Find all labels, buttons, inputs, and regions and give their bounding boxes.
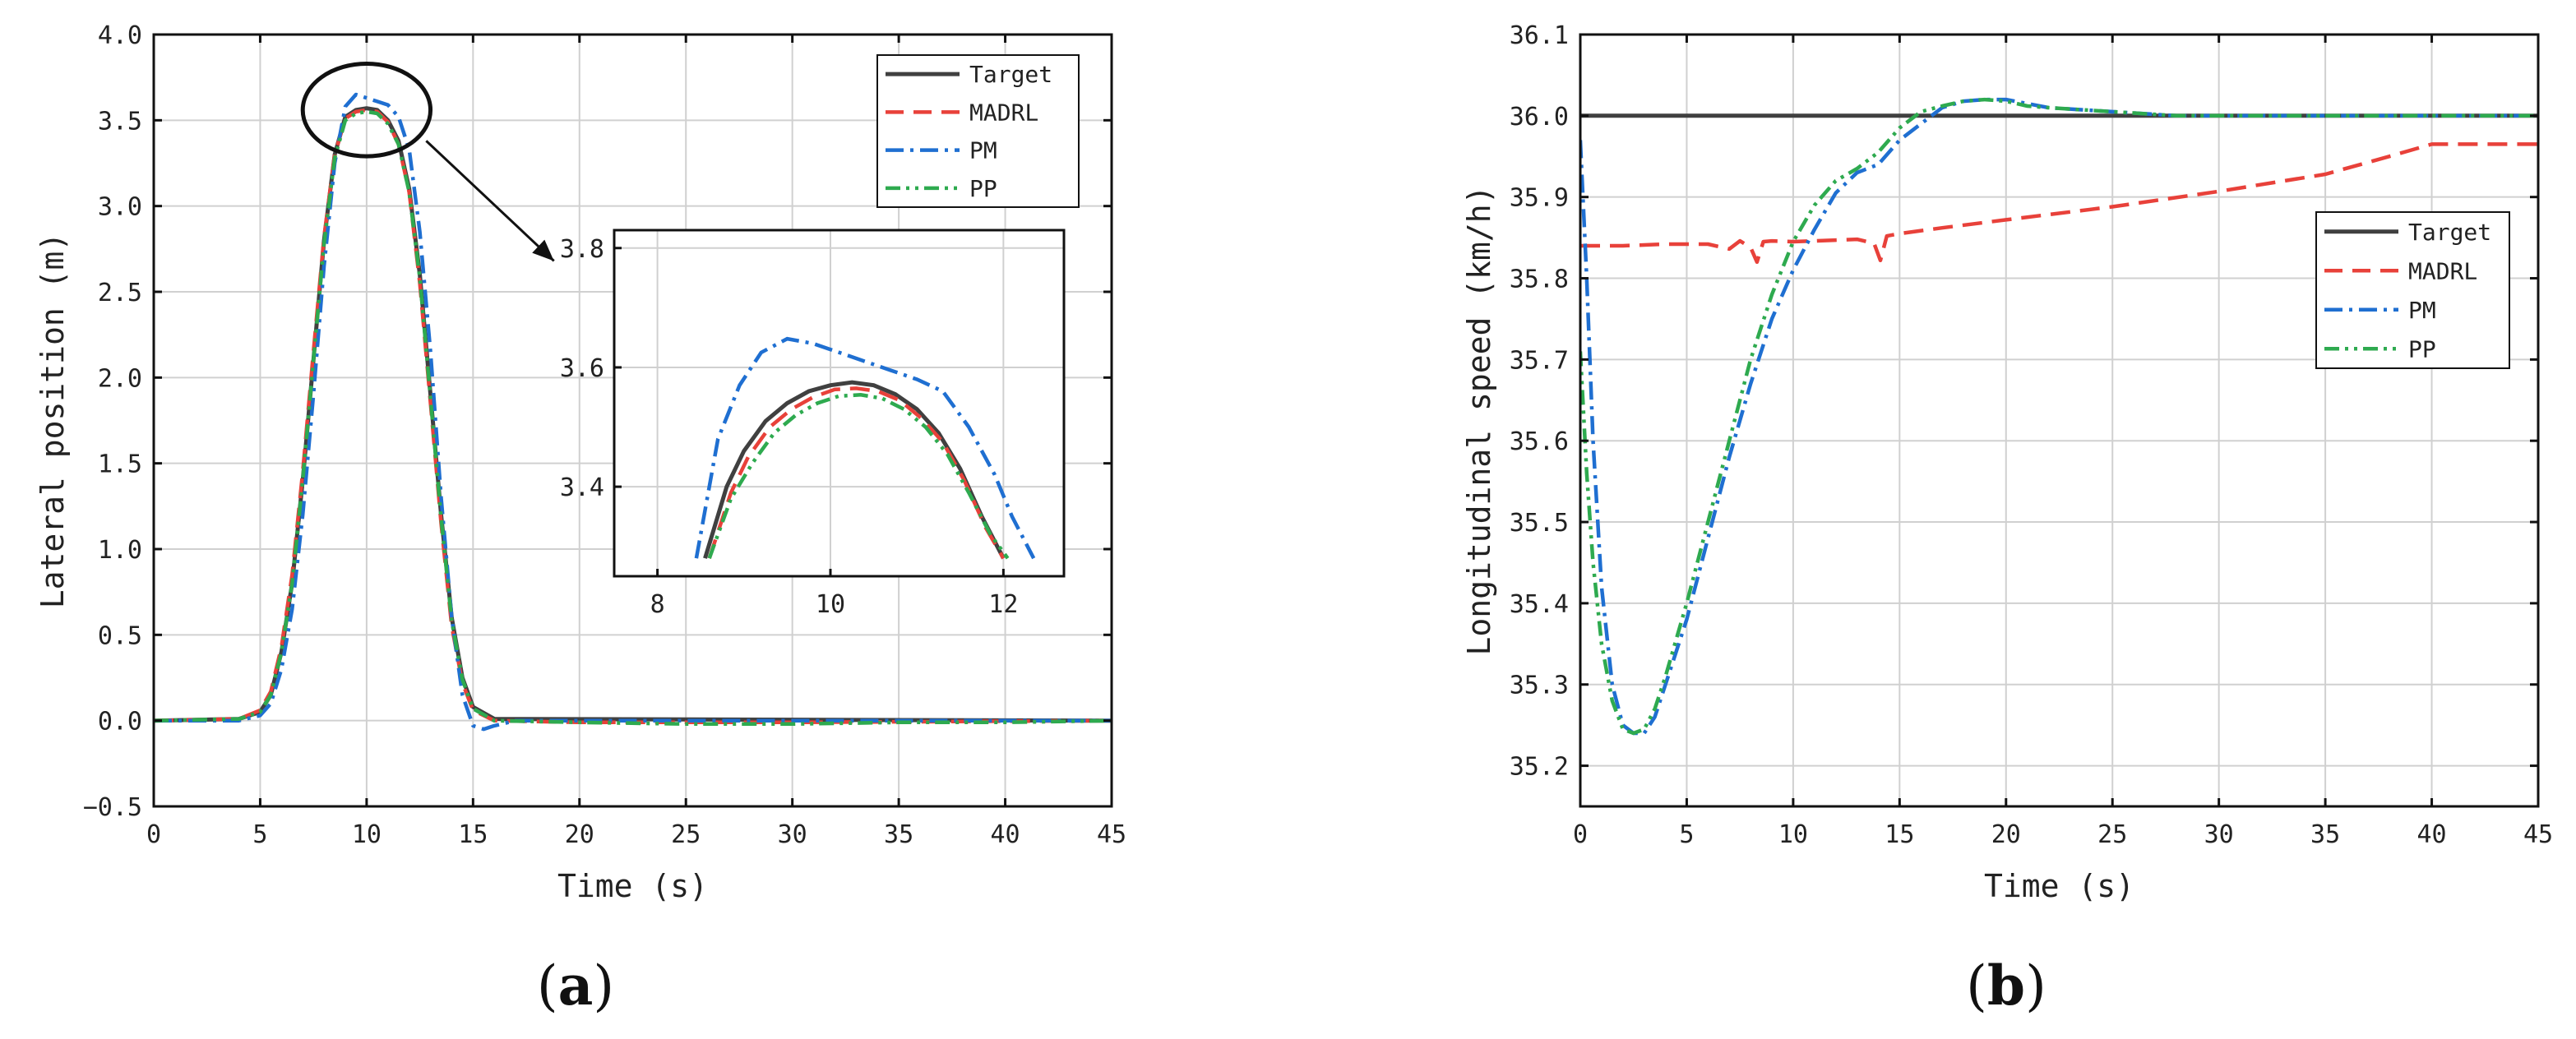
y-tick-label: 0.0 bbox=[98, 708, 142, 737]
y-tick-label: 35.3 bbox=[1510, 672, 1569, 700]
x-tick-label: 15 bbox=[1885, 820, 1914, 849]
plot-frame bbox=[1579, 33, 2540, 808]
inset-chart: 8 10 12 3.4 3.6 3.8 bbox=[560, 229, 1066, 619]
plot-frame bbox=[152, 33, 1113, 808]
legend-label-pp: PP bbox=[969, 175, 997, 202]
legend-box bbox=[876, 54, 1080, 208]
x-tick-label: 45 bbox=[2523, 820, 2553, 849]
inset-y-tick-label: 3.6 bbox=[560, 354, 604, 383]
series-group bbox=[154, 92, 1112, 732]
legend-label-madrl: MADRL bbox=[2408, 257, 2477, 284]
x-tick-label: 25 bbox=[671, 820, 701, 849]
y-tick-label: 1.5 bbox=[98, 450, 142, 479]
inset-x-tick-label: 12 bbox=[988, 590, 1018, 619]
y-tick-label: 36.0 bbox=[1510, 103, 1569, 132]
series-line-pp bbox=[1580, 97, 2538, 736]
y-tick-label: 35.4 bbox=[1510, 590, 1569, 619]
x-tick-label: 20 bbox=[1991, 820, 2021, 849]
zoom-arrow-line bbox=[425, 140, 555, 262]
series-line-pm bbox=[154, 92, 1112, 732]
x-tick-label: 45 bbox=[1097, 820, 1126, 849]
inset-series-line-madrl bbox=[707, 386, 1006, 560]
inset-y-tick-label: 3.4 bbox=[560, 473, 604, 502]
x-tick-label: 35 bbox=[2310, 820, 2340, 849]
x-tick-label: 0 bbox=[1573, 820, 1588, 849]
x-axis-label: Time (s) bbox=[557, 868, 708, 904]
x-tick-label: 10 bbox=[1778, 820, 1808, 849]
x-tick-label: 40 bbox=[2416, 820, 2446, 849]
x-tick-label: 35 bbox=[884, 820, 913, 849]
y-tick-label: 0.5 bbox=[98, 621, 142, 650]
y-axis-label: Lateral position (m) bbox=[35, 233, 71, 609]
y-tick-label: 35.9 bbox=[1510, 184, 1569, 213]
x-tick-label: 5 bbox=[252, 820, 267, 849]
chart-a-lateral-position: 0 5 10 15 20 25 30 35 40 45 −0.5 0.0 0.5 1.0 1.5 2.0 2.5… bbox=[35, 21, 1126, 904]
legend-label-pm: PM bbox=[969, 137, 997, 164]
inset-series-line-pm bbox=[694, 336, 1036, 560]
inset-frame bbox=[613, 229, 1066, 578]
x-tick-label: 30 bbox=[778, 820, 807, 849]
panel-label-b: (b) bbox=[1966, 954, 2046, 1018]
series-line-pp bbox=[154, 109, 1112, 727]
x-tick-label: 10 bbox=[352, 820, 382, 849]
y-tick-label: 1.0 bbox=[98, 536, 142, 565]
inset-x-tick-label: 10 bbox=[816, 590, 845, 619]
legend-label-madrl: MADRL bbox=[969, 99, 1038, 126]
y-tick-label: 2.5 bbox=[98, 279, 142, 307]
y-tick-label: −0.5 bbox=[83, 793, 142, 822]
legend-label-pm: PM bbox=[2408, 297, 2436, 324]
inset-series-group bbox=[694, 336, 1036, 560]
y-tick-label: 3.0 bbox=[98, 193, 142, 222]
zoom-arrow-head bbox=[532, 239, 554, 261]
x-tick-label: 15 bbox=[458, 820, 488, 849]
plot-area bbox=[1580, 35, 2538, 806]
y-tick-label: 4.0 bbox=[98, 21, 142, 50]
y-tick-label: 35.2 bbox=[1510, 753, 1569, 782]
x-tick-label: 5 bbox=[1679, 820, 1694, 849]
legend: Target MADRL PM PP bbox=[876, 54, 1080, 208]
legend: Target MADRL PM PP bbox=[2315, 211, 2510, 369]
series-line-madrl bbox=[1580, 142, 2538, 265]
legend-label-target: Target bbox=[2408, 219, 2491, 246]
series-line-pm bbox=[1580, 97, 2538, 736]
zoom-ellipse bbox=[300, 61, 433, 159]
inset-series-line-pp bbox=[707, 393, 1010, 560]
y-tick-label: 36.1 bbox=[1510, 21, 1569, 50]
legend-label-target: Target bbox=[969, 61, 1052, 88]
inset-plot-area bbox=[614, 230, 1064, 576]
x-tick-label: 40 bbox=[990, 820, 1020, 849]
x-tick-label: 30 bbox=[2204, 820, 2234, 849]
y-axis-label: Longitudinal speed (km/h) bbox=[1461, 186, 1497, 656]
panel-label-a: (a) bbox=[537, 954, 614, 1018]
y-tick-label: 2.0 bbox=[98, 364, 142, 393]
x-axis-label: Time (s) bbox=[1984, 868, 2134, 904]
series-group bbox=[1580, 97, 2538, 736]
y-tick-label: 35.8 bbox=[1510, 266, 1569, 294]
y-tick-label: 35.5 bbox=[1510, 509, 1569, 538]
y-tick-label: 35.6 bbox=[1510, 427, 1569, 456]
chart-b-longitudinal-speed: 0 5 10 15 20 25 30 35 40 45 35.2 35.3 35.4 35.5 35.6 35… bbox=[1461, 21, 2553, 904]
inset-y-tick-label: 3.8 bbox=[560, 235, 604, 264]
y-tick-label: 3.5 bbox=[98, 107, 142, 136]
y-tick-label: 35.7 bbox=[1510, 346, 1569, 375]
legend-label-pp: PP bbox=[2408, 335, 2436, 362]
legend-box bbox=[2315, 211, 2510, 369]
x-tick-label: 20 bbox=[565, 820, 594, 849]
x-tick-label: 25 bbox=[2097, 820, 2127, 849]
x-tick-label: 0 bbox=[146, 820, 161, 849]
inset-x-tick-label: 8 bbox=[650, 590, 665, 619]
